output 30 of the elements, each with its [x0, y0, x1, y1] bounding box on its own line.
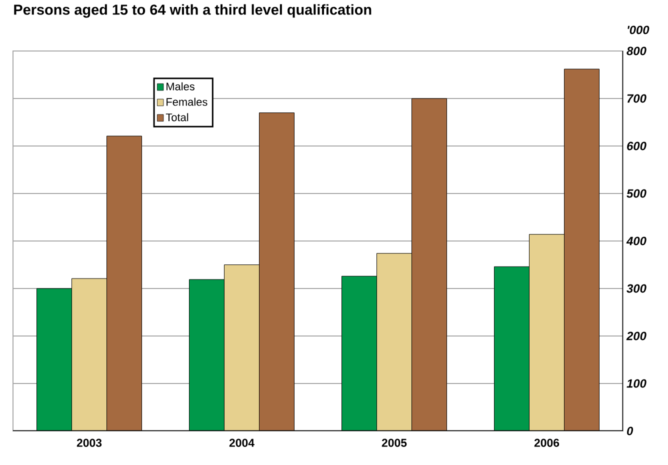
bar	[494, 266, 530, 431]
bar	[342, 276, 378, 431]
bar	[72, 278, 107, 431]
bar	[36, 288, 72, 431]
bar	[106, 136, 142, 431]
y-tick-label: 0	[627, 426, 634, 436]
x-tick-label: 2003	[76, 438, 102, 447]
y-tick-label: 300	[626, 284, 646, 293]
y-tick-label: 700	[627, 94, 646, 103]
y-tick-label: 100	[626, 379, 646, 388]
y-tick-label: 500	[626, 189, 646, 198]
legend-label: Males	[166, 82, 194, 90]
y-tick-label: 800	[626, 46, 646, 56]
bar	[412, 98, 448, 431]
y-tick-label: 600	[627, 142, 646, 150]
y-tick-label: 400	[626, 236, 646, 246]
y-axis-title: '000	[628, 26, 650, 34]
bar	[529, 234, 565, 431]
legend-label: Females	[166, 98, 208, 106]
bar	[564, 68, 600, 431]
bar	[376, 253, 412, 431]
bar	[224, 264, 260, 431]
bar	[259, 112, 294, 431]
legend-label: Total	[166, 113, 188, 122]
x-tick-label: 2005	[382, 438, 407, 447]
bar	[189, 279, 224, 431]
chart-title: Persons aged 15 to 64 with a third level qualification	[14, 4, 372, 18]
y-tick-label: 200	[626, 332, 646, 340]
x-tick-label: 2006	[534, 438, 560, 447]
x-tick-label: 2004	[229, 438, 254, 447]
